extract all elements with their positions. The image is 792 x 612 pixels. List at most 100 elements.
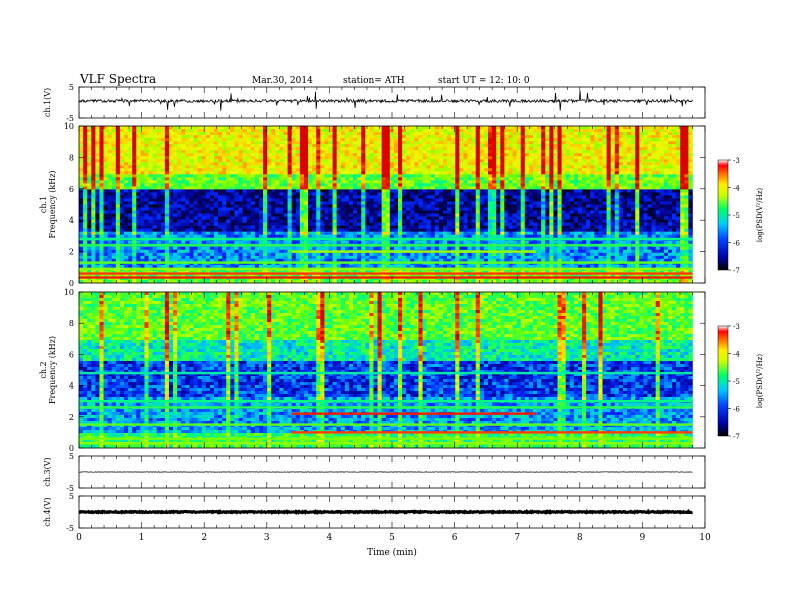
ch1-spectrogram-cell [238,129,243,133]
ch1-spectrogram-cell [91,186,96,190]
ch1-spectrogram-cell [528,183,534,187]
ch1-spectrogram-cell [532,138,538,142]
ch1-spectrogram-cell [336,195,342,199]
ch1-spectrogram-cell [291,201,297,205]
ch1-spectrogram-cell [324,162,329,166]
ch1-spectrogram-cell [676,156,681,160]
ch1-spectrogram-cell [541,180,546,184]
ch1-spectrogram-cell [95,219,100,223]
ch1-spectrogram-cell [430,126,436,130]
ch1-spectrogram-cell [226,180,231,184]
ch1-spectrogram-cell [119,180,125,184]
ch1-spectrogram-cell [181,129,186,133]
ch1-spectrogram-cell [606,204,611,208]
ch1-spectrogram-cell [659,141,665,145]
ch1-spectrogram-cell [385,219,391,223]
ch1-spectrogram-cell [344,171,350,175]
ch1-spectrogram-cell [250,129,256,133]
ch1-spectrogram-cell [287,174,292,178]
ch1-spectrogram-cell [246,135,252,139]
ch1-spectrogram-cell [181,198,186,202]
ch1-spectrogram-cell [434,174,440,178]
ch1-spectrogram-cell [655,177,661,181]
ch1-spectrogram-cell [271,132,276,136]
ch1-spectrogram-cell [561,216,566,220]
ch1-spectrogram-cell [365,141,370,145]
ch1-spectrogram-cell [483,156,489,160]
ch1-spectrogram-cell [451,183,456,187]
ch1-spectrogram-cell [520,132,526,136]
ch1-spectrogram-cell [528,165,534,169]
ch1-spectrogram-cell [602,180,607,184]
ch1-spectrogram-cell [357,201,362,205]
ch1-spectrogram-cell [553,144,558,148]
ch1-spectrogram-cell [680,198,685,202]
ch1-spectrogram-cell [639,198,644,202]
ch1-spectrogram-cell [168,150,174,154]
ch1-spectrogram-cell [353,159,358,163]
ch1-spectrogram-cell [414,144,419,148]
ch1-spectrogram-cell [119,168,125,172]
ch1-spectrogram-cell [443,183,448,187]
ch1-spectrogram-cell [164,147,170,151]
ch1-spectrogram-cell [586,198,591,202]
ch1-spectrogram-cell [365,159,370,163]
ch1-spectrogram-cell [647,129,652,133]
ch1-spectrogram-cell [332,177,337,181]
ch1-spectrogram-cell [627,189,632,193]
ch1-spectrogram-cell [361,189,366,193]
ch1-spectrogram-cell [483,132,489,136]
ch1-spectrogram-cell [230,159,235,163]
ch1-spectrogram-cell [373,222,378,226]
ch1-spectrogram-cell [459,201,464,205]
ch1-spectrogram-cell [226,210,231,214]
ch1-spectrogram-cell [561,213,566,217]
ch1-spectrogram-cell [475,219,481,223]
ch1-waveform-panel: 5-5ch.1(V) [43,83,706,123]
ch1-spectrogram-cell [242,219,247,223]
ch1-spectrogram-cell [459,147,464,151]
ch1-spectrogram-cell [663,129,669,133]
ch1-spectrogram-cell [602,138,607,142]
ch1-spectrogram-cell [659,174,665,178]
ch1-spectrogram-cell [549,174,554,178]
ch1-spectrogram-cell [676,174,681,178]
ch1-spectrogram-cell [553,177,558,181]
ch1-spectrogram-cell [267,141,272,145]
ch1-spectrogram-cell [344,213,350,217]
ch1-spectrogram-cell [283,189,288,193]
ch1-spectrogram-cell [524,195,530,199]
ch1-spectrogram-cell [520,174,526,178]
ch1-spectrogram-cell [582,126,587,130]
ch1-spectrogram-cell [577,135,583,139]
ch1-spectrogram-cell [226,141,231,145]
ch1-spectrogram-cell [672,147,677,151]
ch1-spectrogram-cell [549,210,554,214]
ch1-spectrogram-cell [164,180,170,184]
ch1-spectrogram-cell [173,204,178,208]
ch1-spectrogram-cell [557,171,562,175]
ch1-spectrogram-cell [168,186,174,190]
ch1-spectrogram-cell [287,147,292,151]
ch1-spectrogram-cell [234,156,239,160]
ch1-spectrogram-cell [463,180,468,184]
ch1-spectrogram-cell [667,144,673,148]
ch1-spectrogram-cell [451,162,456,166]
ch1-spectrogram-cell [132,204,137,208]
ch1-spectrogram-cell [647,201,652,205]
ch1-spectrogram-cell [144,216,149,220]
ch1-spectrogram-cell [532,219,538,223]
ch1-spectrogram-cell [312,135,317,139]
ch1-spectrogram-cell [582,174,587,178]
ch1-spectrogram-cell [586,219,591,223]
ch1-spectrogram-cell [156,138,162,142]
ch1-spectrogram-cell [618,153,624,157]
ch1-spectrogram-cell [635,162,640,166]
ch1-spectrogram-cell [209,126,215,130]
ch1-spectrogram-cell [189,204,194,208]
ch1-spectrogram-cell [275,168,280,172]
ch1-spectrogram-cell [418,135,423,139]
ch1-spectrogram-cell [398,174,403,178]
ch1-spectrogram-cell [402,207,407,211]
ch1-spectrogram-cell [263,219,268,223]
